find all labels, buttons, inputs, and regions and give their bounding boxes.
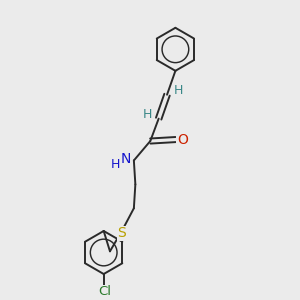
Text: O: O [177,133,188,146]
Text: H: H [174,84,183,97]
Text: H: H [142,108,152,121]
Text: H: H [111,158,120,170]
Text: Cl: Cl [98,285,111,298]
Text: N: N [121,152,131,166]
Text: S: S [118,226,126,240]
